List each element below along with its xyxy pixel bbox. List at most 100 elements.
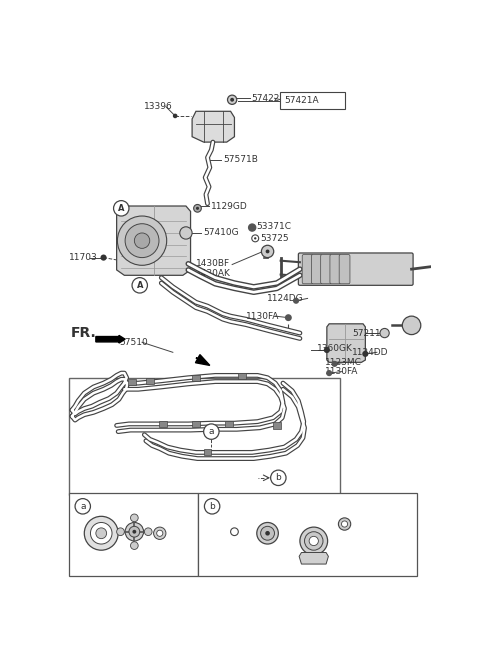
Circle shape bbox=[230, 528, 238, 536]
Circle shape bbox=[338, 518, 351, 530]
FancyBboxPatch shape bbox=[238, 373, 246, 379]
Text: 57211B: 57211B bbox=[352, 328, 387, 338]
Text: 13396: 13396 bbox=[144, 102, 173, 111]
Circle shape bbox=[254, 237, 256, 240]
FancyBboxPatch shape bbox=[280, 92, 345, 109]
FancyBboxPatch shape bbox=[312, 255, 322, 284]
Polygon shape bbox=[192, 111, 234, 142]
FancyBboxPatch shape bbox=[330, 255, 341, 284]
Text: 57239E: 57239E bbox=[229, 543, 264, 551]
Circle shape bbox=[402, 316, 421, 335]
Circle shape bbox=[300, 527, 328, 555]
Text: 57240: 57240 bbox=[134, 500, 163, 509]
Circle shape bbox=[193, 205, 201, 212]
Circle shape bbox=[156, 530, 163, 536]
Text: 57410G: 57410G bbox=[203, 228, 239, 238]
Circle shape bbox=[90, 522, 112, 544]
Circle shape bbox=[204, 424, 219, 440]
Circle shape bbox=[285, 315, 292, 321]
Circle shape bbox=[84, 517, 118, 550]
Text: 57571B: 57571B bbox=[223, 155, 258, 164]
Text: 1130FA: 1130FA bbox=[324, 367, 358, 376]
Text: 57421A: 57421A bbox=[285, 96, 319, 105]
Circle shape bbox=[341, 521, 348, 527]
Circle shape bbox=[144, 528, 152, 536]
Circle shape bbox=[154, 527, 166, 540]
Text: 1124DD: 1124DD bbox=[352, 348, 389, 357]
Circle shape bbox=[129, 526, 140, 537]
Circle shape bbox=[125, 522, 144, 541]
FancyBboxPatch shape bbox=[225, 421, 233, 427]
Text: FR.: FR. bbox=[71, 326, 96, 340]
Text: 1129GD: 1129GD bbox=[211, 201, 247, 211]
FancyBboxPatch shape bbox=[69, 378, 340, 495]
FancyArrow shape bbox=[96, 336, 125, 343]
Text: 11703: 11703 bbox=[69, 253, 97, 262]
FancyBboxPatch shape bbox=[198, 494, 417, 576]
Circle shape bbox=[449, 255, 463, 269]
Circle shape bbox=[265, 531, 270, 536]
FancyBboxPatch shape bbox=[273, 422, 281, 428]
Circle shape bbox=[75, 499, 90, 514]
Circle shape bbox=[248, 223, 256, 232]
Circle shape bbox=[204, 499, 220, 514]
Circle shape bbox=[293, 297, 299, 304]
Circle shape bbox=[228, 95, 237, 105]
Circle shape bbox=[233, 530, 236, 533]
Circle shape bbox=[309, 536, 318, 545]
Polygon shape bbox=[299, 553, 328, 564]
Circle shape bbox=[271, 470, 286, 486]
Text: 1123MC: 1123MC bbox=[324, 358, 361, 367]
FancyBboxPatch shape bbox=[192, 374, 200, 381]
Circle shape bbox=[196, 207, 199, 210]
Circle shape bbox=[262, 245, 274, 257]
Circle shape bbox=[114, 201, 129, 216]
Text: 1360GK: 1360GK bbox=[317, 344, 353, 353]
Circle shape bbox=[180, 227, 192, 239]
Text: 57422: 57422 bbox=[252, 93, 280, 103]
Text: 1130FA: 1130FA bbox=[246, 312, 279, 320]
Circle shape bbox=[132, 278, 147, 293]
Circle shape bbox=[261, 526, 275, 540]
Text: A: A bbox=[118, 204, 124, 213]
Text: 53371C: 53371C bbox=[257, 222, 292, 232]
Polygon shape bbox=[117, 206, 191, 275]
Circle shape bbox=[132, 530, 136, 534]
Text: 1430AK: 1430AK bbox=[196, 268, 231, 278]
FancyBboxPatch shape bbox=[159, 421, 167, 427]
Circle shape bbox=[230, 98, 234, 102]
Circle shape bbox=[100, 255, 107, 261]
Circle shape bbox=[324, 347, 330, 353]
Text: b: b bbox=[276, 473, 281, 482]
FancyBboxPatch shape bbox=[321, 255, 332, 284]
FancyArrow shape bbox=[195, 355, 210, 365]
Text: a: a bbox=[209, 427, 214, 436]
FancyBboxPatch shape bbox=[339, 255, 350, 284]
Polygon shape bbox=[327, 324, 365, 363]
Text: 57510: 57510 bbox=[119, 338, 148, 347]
Circle shape bbox=[125, 224, 159, 257]
Circle shape bbox=[96, 528, 107, 539]
FancyBboxPatch shape bbox=[299, 253, 413, 286]
Text: 1124DG: 1124DG bbox=[267, 294, 303, 303]
FancyBboxPatch shape bbox=[192, 421, 200, 427]
FancyBboxPatch shape bbox=[128, 379, 136, 386]
FancyBboxPatch shape bbox=[146, 378, 154, 384]
Circle shape bbox=[131, 514, 138, 522]
FancyBboxPatch shape bbox=[302, 255, 313, 284]
Text: 57239E: 57239E bbox=[127, 556, 161, 565]
FancyBboxPatch shape bbox=[204, 449, 211, 455]
Text: 57252B: 57252B bbox=[292, 556, 327, 565]
Circle shape bbox=[118, 216, 167, 265]
Text: 57555K: 57555K bbox=[308, 507, 342, 516]
Circle shape bbox=[380, 328, 389, 338]
Circle shape bbox=[265, 249, 269, 253]
Circle shape bbox=[362, 351, 369, 357]
FancyBboxPatch shape bbox=[69, 494, 198, 576]
Circle shape bbox=[304, 532, 323, 550]
Text: b: b bbox=[209, 502, 215, 511]
Circle shape bbox=[326, 370, 332, 376]
Text: a: a bbox=[80, 502, 85, 511]
Circle shape bbox=[257, 522, 278, 544]
Circle shape bbox=[131, 542, 138, 549]
